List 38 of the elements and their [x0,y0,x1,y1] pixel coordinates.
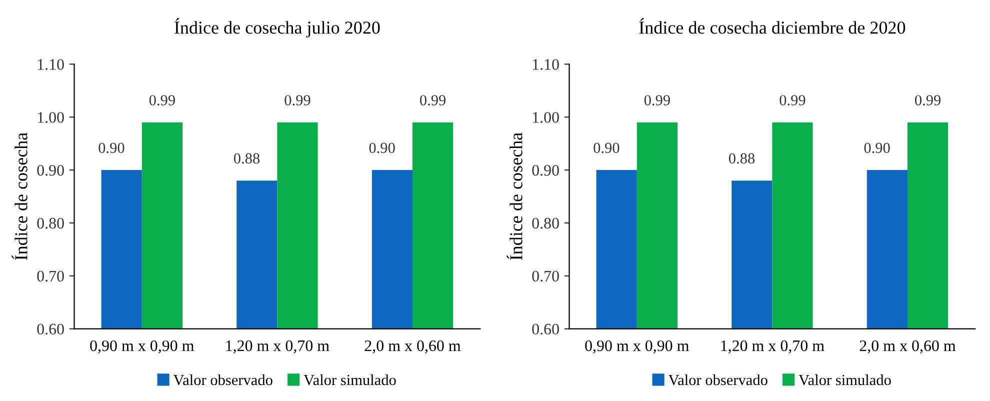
data-label: 0.99 [420,95,446,106]
data-label: 0.90 [864,142,890,154]
data-label: 0.88 [234,153,260,164]
data-label: 0.90 [369,142,395,154]
text: 0.60 [37,324,64,335]
text: 1.00 [532,112,559,123]
chart-title: Índice de cosecha diciembre de 2020 [639,18,906,34]
text: 0.70 [37,270,64,282]
y-axis-title: Índice de cosecha [12,132,28,260]
legend-label: Valor simulado [798,374,891,386]
text: 0.90 [37,164,64,176]
data-label: 0.88 [728,153,755,164]
data-label: 0.99 [149,95,175,106]
legend-label: Valor observado [668,374,768,386]
x-tick-label: 1,20 m x 0,70 m [721,340,824,354]
text: 1.10 [38,59,64,70]
x-tick-label: 2,0 m x 0,60 m [364,340,461,354]
x-tick-label: 2,0 m x 0,60 m [860,340,956,354]
text: 0.80 [532,218,559,229]
data-label: 0.90 [98,142,124,154]
text: 0.80 [37,218,64,229]
text: 1.10 [532,59,559,70]
text: 1.00 [38,112,64,123]
x-tick-label: 1,20 m x 0,70 m [226,340,330,354]
data-label: 0.99 [284,95,310,106]
chart-title: Índice de cosecha julio 2020 [174,18,380,38]
data-label: 0.99 [915,95,941,106]
y-axis-title: Índice de cosecha [506,132,522,260]
data-label: 0.90 [594,142,620,154]
legend-label: Valor simulado [304,374,396,386]
legend-label: Valor observado [173,374,272,386]
data-label: 0.99 [780,95,806,106]
text: 0.90 [532,164,559,176]
x-tick-label: 0,90 m x 0,90 m [585,340,690,354]
data-label: 0.99 [644,95,670,106]
text: 0.60 [532,324,559,335]
x-tick-label: 0,90 m x 0,90 m [90,340,194,354]
text: 0.70 [532,270,559,282]
